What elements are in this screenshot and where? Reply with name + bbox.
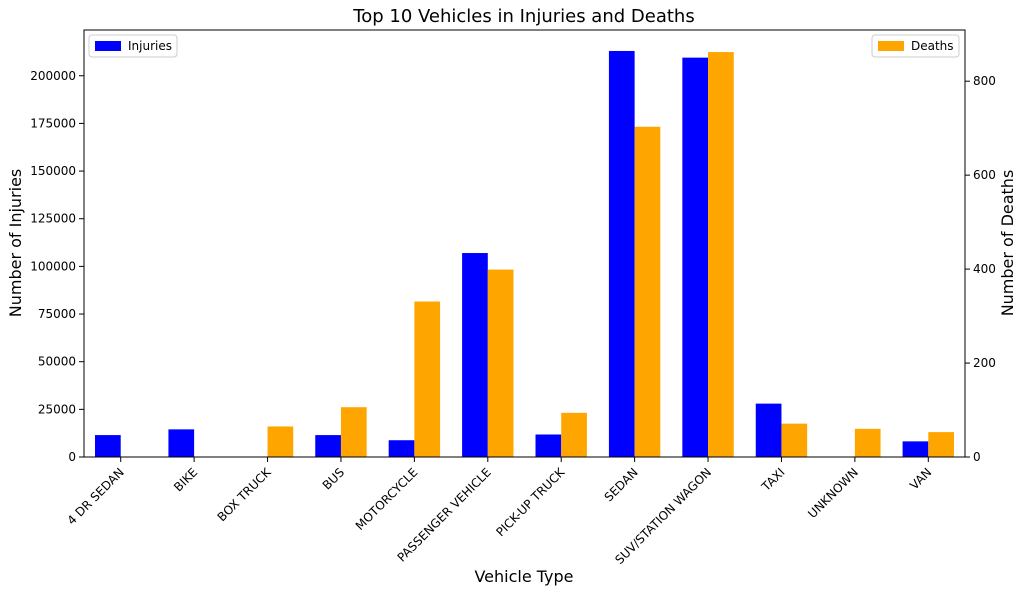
y-axis-left-title: Number of Injuries <box>6 169 25 318</box>
x-axis: 4 DR SEDAN BIKE BOX TRUCK BUS MOTORCYCLEPASS… <box>64 457 934 567</box>
left-axis: 0 25000 50000 75000 100000 125000 150000 175000… <box>30 69 84 464</box>
x-tick-label: BIKE <box>171 465 200 494</box>
y-right-tick-label: 0 <box>973 450 981 464</box>
bar-deaths <box>634 126 661 457</box>
plot-frame <box>83 29 966 458</box>
y-left-tick-label: 50000 <box>38 355 76 369</box>
right-axis: 0 200 400 600 800 <box>965 74 996 464</box>
legend-injuries-box <box>88 34 178 58</box>
bar-injuries <box>902 441 929 457</box>
bar-deaths <box>708 52 734 458</box>
chart-title: Top 10 Vehicles in Injuries and Deaths <box>352 6 694 27</box>
bar-deaths <box>854 428 881 457</box>
bar-injuries <box>95 435 121 457</box>
y-right-tick-label: 400 <box>973 262 996 276</box>
x-tick-label: TAXI <box>758 465 787 494</box>
bar-injuries <box>682 57 709 457</box>
legend-deaths-box <box>871 34 960 58</box>
x-tick-label: 4 DR SEDAN <box>64 465 126 527</box>
y-left-tick-label: 75000 <box>38 307 76 321</box>
x-tick-label: SEDAN <box>602 465 641 504</box>
bar-injuries <box>388 440 415 457</box>
y-right-tick-label: 200 <box>973 356 996 370</box>
legend-deaths-swatch <box>878 41 904 51</box>
y-left-tick-label: 25000 <box>38 402 76 416</box>
y-left-tick-label: 0 <box>68 450 76 464</box>
x-tick-label: BOX TRUCK <box>215 464 275 524</box>
x-tick-label: PICK-UP TRUCK <box>493 464 568 539</box>
bar-injuries <box>168 429 195 457</box>
bar-deaths <box>340 407 367 457</box>
legend-deaths: Deaths <box>871 34 960 58</box>
y-left-tick-label: 125000 <box>30 212 76 226</box>
y-left-tick-label: 100000 <box>30 259 76 273</box>
legend-deaths-label: Deaths <box>911 39 954 53</box>
y-left-tick-label: 150000 <box>30 164 76 178</box>
x-tick-label: MOTORCYCLE <box>353 465 421 533</box>
x-tick-label: BUS <box>320 465 347 492</box>
x-tick-label: UNKNOWN <box>805 465 861 521</box>
legend-injuries-label: Injuries <box>128 39 172 53</box>
bar-deaths <box>414 301 441 457</box>
y-left-tick-label: 200000 <box>30 69 76 83</box>
y-left-tick-label: 175000 <box>30 116 76 130</box>
y-right-tick-label: 600 <box>973 168 996 182</box>
bar-deaths <box>561 412 587 457</box>
bar-deaths <box>267 426 294 457</box>
bar-injuries <box>755 403 782 457</box>
bar-injuries <box>315 435 341 457</box>
bar-injuries <box>535 434 562 457</box>
bar-injuries <box>608 50 635 457</box>
bar-deaths <box>928 432 954 457</box>
y-axis-right-title: Number of Deaths <box>998 170 1017 317</box>
legend-injuries: Injuries <box>88 34 178 58</box>
x-tick-label: VAN <box>907 465 934 492</box>
bar-injuries <box>462 253 488 457</box>
bars-layer <box>95 50 954 458</box>
legend-injuries-swatch <box>95 41 121 51</box>
y-right-tick-label: 800 <box>973 74 996 88</box>
x-axis-title: Vehicle Type <box>474 567 573 586</box>
bar-deaths <box>781 423 808 457</box>
bar-deaths <box>487 269 514 457</box>
